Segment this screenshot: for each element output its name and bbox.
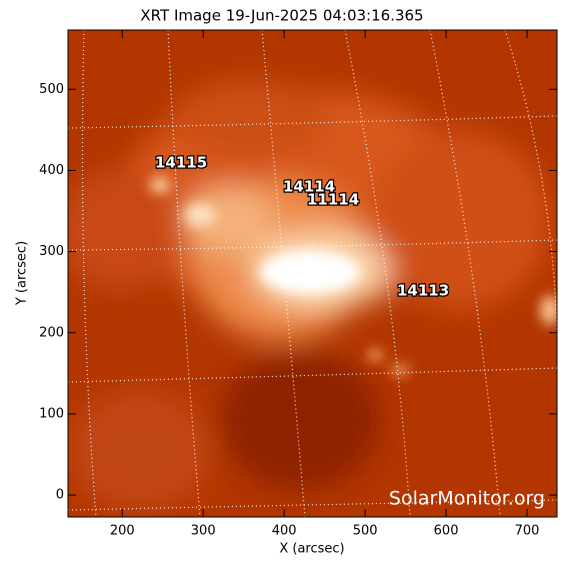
x-tick-label: 500 xyxy=(353,524,378,539)
y-tick-label: 200 xyxy=(39,325,64,340)
y-tick-label: 400 xyxy=(39,163,64,178)
x-axis-label: X (arcsec) xyxy=(279,542,344,557)
x-tick-label: 300 xyxy=(191,524,216,539)
x-tick-label: 600 xyxy=(434,524,459,539)
region-label: 14113 xyxy=(397,282,449,300)
region-label: 14115 xyxy=(155,154,207,172)
region-label: 14114 xyxy=(283,178,335,196)
x-tick-label: 400 xyxy=(272,524,297,539)
y-tick-label: 100 xyxy=(39,406,64,421)
y-tick-label: 0 xyxy=(56,488,64,503)
watermark: SolarMonitor.org xyxy=(389,488,545,510)
plot-frame xyxy=(67,29,558,518)
x-tick-label: 200 xyxy=(110,524,135,539)
chart-title: XRT Image 19-Jun-2025 04:03:16.365 xyxy=(140,7,423,25)
y-axis-label: Y (arcsec) xyxy=(15,241,30,306)
x-tick-label: 700 xyxy=(515,524,540,539)
solar-image xyxy=(68,30,557,517)
y-tick-label: 300 xyxy=(39,244,64,259)
region-label: 11114 xyxy=(307,191,359,209)
y-tick-label: 500 xyxy=(39,82,64,97)
